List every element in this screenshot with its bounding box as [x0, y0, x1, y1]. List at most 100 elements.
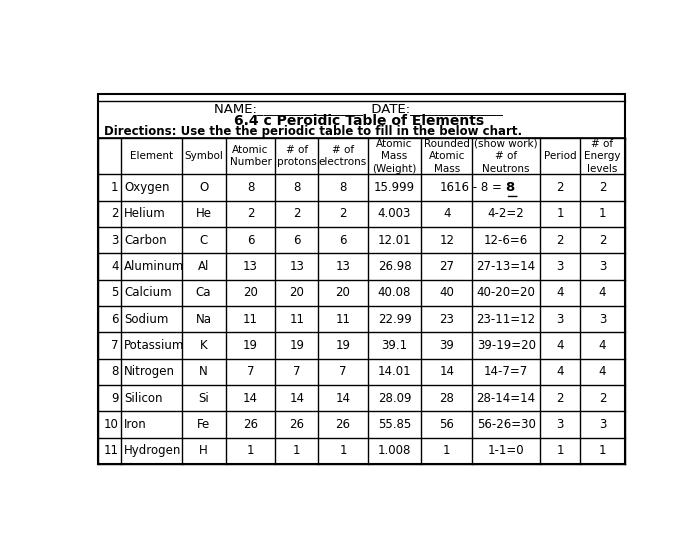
- Text: Helium: Helium: [125, 207, 166, 220]
- Text: 7: 7: [340, 365, 346, 378]
- Text: Silicon: Silicon: [125, 392, 163, 404]
- Text: # of
protons: # of protons: [277, 145, 316, 167]
- Text: He: He: [195, 207, 211, 220]
- Text: 19: 19: [289, 339, 304, 352]
- Text: C: C: [199, 233, 208, 247]
- Text: 12: 12: [440, 233, 454, 247]
- Text: 3: 3: [598, 260, 606, 273]
- Text: 39.1: 39.1: [382, 339, 407, 352]
- Text: 13: 13: [243, 260, 258, 273]
- Text: 11: 11: [289, 313, 304, 326]
- Text: 23: 23: [440, 313, 454, 326]
- Text: 13: 13: [335, 260, 351, 273]
- Text: 14: 14: [289, 392, 304, 404]
- Text: 8: 8: [247, 181, 254, 194]
- Text: 1: 1: [443, 444, 451, 457]
- Text: 8: 8: [505, 181, 515, 194]
- Text: 8: 8: [293, 181, 300, 194]
- Text: 14: 14: [335, 392, 351, 404]
- Text: Oxygen: Oxygen: [125, 181, 170, 194]
- Text: 2: 2: [598, 181, 606, 194]
- Text: 56: 56: [440, 418, 454, 431]
- Text: 1: 1: [598, 444, 606, 457]
- Text: Nitrogen: Nitrogen: [125, 365, 176, 378]
- Text: 1: 1: [598, 207, 606, 220]
- Text: 2: 2: [556, 392, 564, 404]
- Text: 1: 1: [556, 444, 564, 457]
- Text: Ca: Ca: [196, 286, 211, 299]
- Text: 19: 19: [243, 339, 258, 352]
- Text: 11: 11: [335, 313, 351, 326]
- Text: 9: 9: [111, 392, 118, 404]
- Text: Al: Al: [198, 260, 209, 273]
- Text: NAME:________________  DATE:______________: NAME:________________ DATE:_____________…: [214, 102, 503, 114]
- Text: 16: 16: [440, 181, 454, 194]
- Text: Symbol: Symbol: [184, 151, 223, 161]
- Text: 4: 4: [598, 365, 606, 378]
- Text: 4: 4: [556, 365, 564, 378]
- Text: 1: 1: [340, 444, 346, 457]
- Text: 10: 10: [104, 418, 118, 431]
- Text: 12-6=6: 12-6=6: [484, 233, 528, 247]
- Text: 2: 2: [556, 181, 564, 194]
- Text: Atomic
Mass
(Weight): Atomic Mass (Weight): [372, 139, 416, 174]
- Text: Period: Period: [544, 151, 577, 161]
- Text: 2: 2: [340, 207, 346, 220]
- Text: 3: 3: [556, 418, 564, 431]
- Text: 56-26=30: 56-26=30: [477, 418, 536, 431]
- Text: 40: 40: [440, 286, 454, 299]
- Text: 19: 19: [335, 339, 351, 352]
- Text: Directions: Use the the periodic table to fill in the below chart.: Directions: Use the the periodic table t…: [104, 125, 522, 138]
- Text: 20: 20: [289, 286, 304, 299]
- Text: 20: 20: [335, 286, 351, 299]
- Text: 4-2=2: 4-2=2: [488, 207, 524, 220]
- Text: Element: Element: [130, 151, 173, 161]
- Text: 4: 4: [556, 286, 564, 299]
- Text: 15.999: 15.999: [374, 181, 415, 194]
- Text: 3: 3: [598, 313, 606, 326]
- Text: Rounded
Atomic
Mass: Rounded Atomic Mass: [424, 139, 470, 174]
- Text: 3: 3: [598, 418, 606, 431]
- Text: K: K: [199, 339, 207, 352]
- Text: 6.4 c Peroidic Table of Elements: 6.4 c Peroidic Table of Elements: [234, 113, 484, 127]
- Text: 23-11=12: 23-11=12: [477, 313, 536, 326]
- Text: 2: 2: [293, 207, 300, 220]
- Text: 16 - 8 =: 16 - 8 =: [454, 181, 505, 194]
- Text: 39: 39: [440, 339, 454, 352]
- Text: 8: 8: [340, 181, 346, 194]
- Text: 55.85: 55.85: [378, 418, 411, 431]
- Text: Calcium: Calcium: [125, 286, 172, 299]
- Text: 2: 2: [111, 207, 118, 220]
- Text: 1: 1: [111, 181, 118, 194]
- Text: Iron: Iron: [125, 418, 147, 431]
- Text: 14-7=7: 14-7=7: [484, 365, 528, 378]
- Text: 2: 2: [556, 233, 564, 247]
- Text: 2: 2: [247, 207, 254, 220]
- Text: 22.99: 22.99: [378, 313, 412, 326]
- Text: 1.008: 1.008: [378, 444, 411, 457]
- Text: 7: 7: [293, 365, 300, 378]
- Text: (show work)
# of
Neutrons: (show work) # of Neutrons: [475, 139, 538, 174]
- Text: 11: 11: [104, 444, 118, 457]
- Bar: [98, 94, 624, 464]
- Text: 7: 7: [247, 365, 254, 378]
- Text: 8: 8: [111, 365, 118, 378]
- Text: 6: 6: [293, 233, 300, 247]
- Text: 5: 5: [111, 286, 118, 299]
- Text: H: H: [199, 444, 208, 457]
- Text: N: N: [199, 365, 208, 378]
- Text: 1: 1: [293, 444, 300, 457]
- Text: Carbon: Carbon: [125, 233, 167, 247]
- Text: 40.08: 40.08: [378, 286, 411, 299]
- Text: 1: 1: [556, 207, 564, 220]
- Text: Hydrogen: Hydrogen: [125, 444, 182, 457]
- Text: Potassium: Potassium: [125, 339, 185, 352]
- Text: 26: 26: [243, 418, 258, 431]
- Text: 14.01: 14.01: [378, 365, 412, 378]
- Text: 6: 6: [247, 233, 254, 247]
- Text: Sodium: Sodium: [125, 313, 169, 326]
- Text: 3: 3: [556, 260, 564, 273]
- Text: 14: 14: [243, 392, 258, 404]
- Text: 1: 1: [247, 444, 254, 457]
- Text: 40-20=20: 40-20=20: [477, 286, 536, 299]
